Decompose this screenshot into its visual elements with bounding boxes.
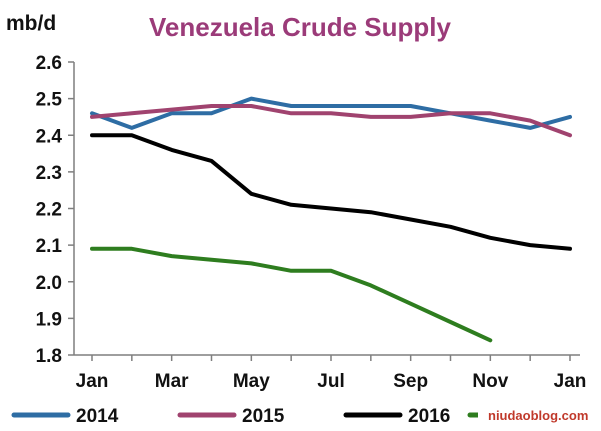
- x-tick-label: Sep: [393, 371, 428, 392]
- x-tick-label: Nov: [472, 371, 508, 392]
- y-axis-unit-label: mb/d: [6, 12, 56, 35]
- x-tick-label: Jan: [554, 371, 587, 392]
- series-line-2014: [90, 96, 572, 130]
- legend-label-2014: 2014: [76, 406, 119, 427]
- y-tick-label: 2.6: [36, 53, 62, 74]
- x-tick-label: May: [233, 371, 270, 392]
- y-tick-label: 2.3: [36, 163, 62, 184]
- y-tick-label: 2.5: [36, 90, 63, 111]
- series-layer: [90, 96, 572, 343]
- chart-title: Venezuela Crude Supply: [149, 12, 452, 42]
- series-line-2015: [90, 104, 572, 138]
- y-tick-label: 1.8: [36, 346, 62, 367]
- watermark: niudaoblog.com: [478, 399, 601, 431]
- legend-label-2015: 2015: [242, 406, 285, 427]
- series-line-unnamed-3: [90, 246, 493, 343]
- y-tick-label: 2.0: [36, 273, 62, 294]
- x-tick-label: Jan: [76, 371, 109, 392]
- y-tick-label: 1.9: [36, 309, 62, 330]
- series-line-2016: [90, 133, 572, 251]
- y-tick-label: 2.4: [36, 126, 63, 147]
- x-tick-label: Jul: [317, 371, 344, 392]
- x-tick-label: Mar: [155, 371, 189, 392]
- y-tick-label: 2.1: [36, 236, 63, 257]
- axes: 1.8 1.9 2.0 2.1 2.2 2.3 2.4 2.5 2.6 Jan Mar May Jul S…: [36, 53, 587, 392]
- y-tick-label: 2.2: [36, 200, 62, 221]
- legend: 2014 2015 2016: [11, 406, 527, 427]
- watermark-text: niudaoblog.com: [488, 408, 588, 423]
- legend-label-2016: 2016: [408, 406, 450, 427]
